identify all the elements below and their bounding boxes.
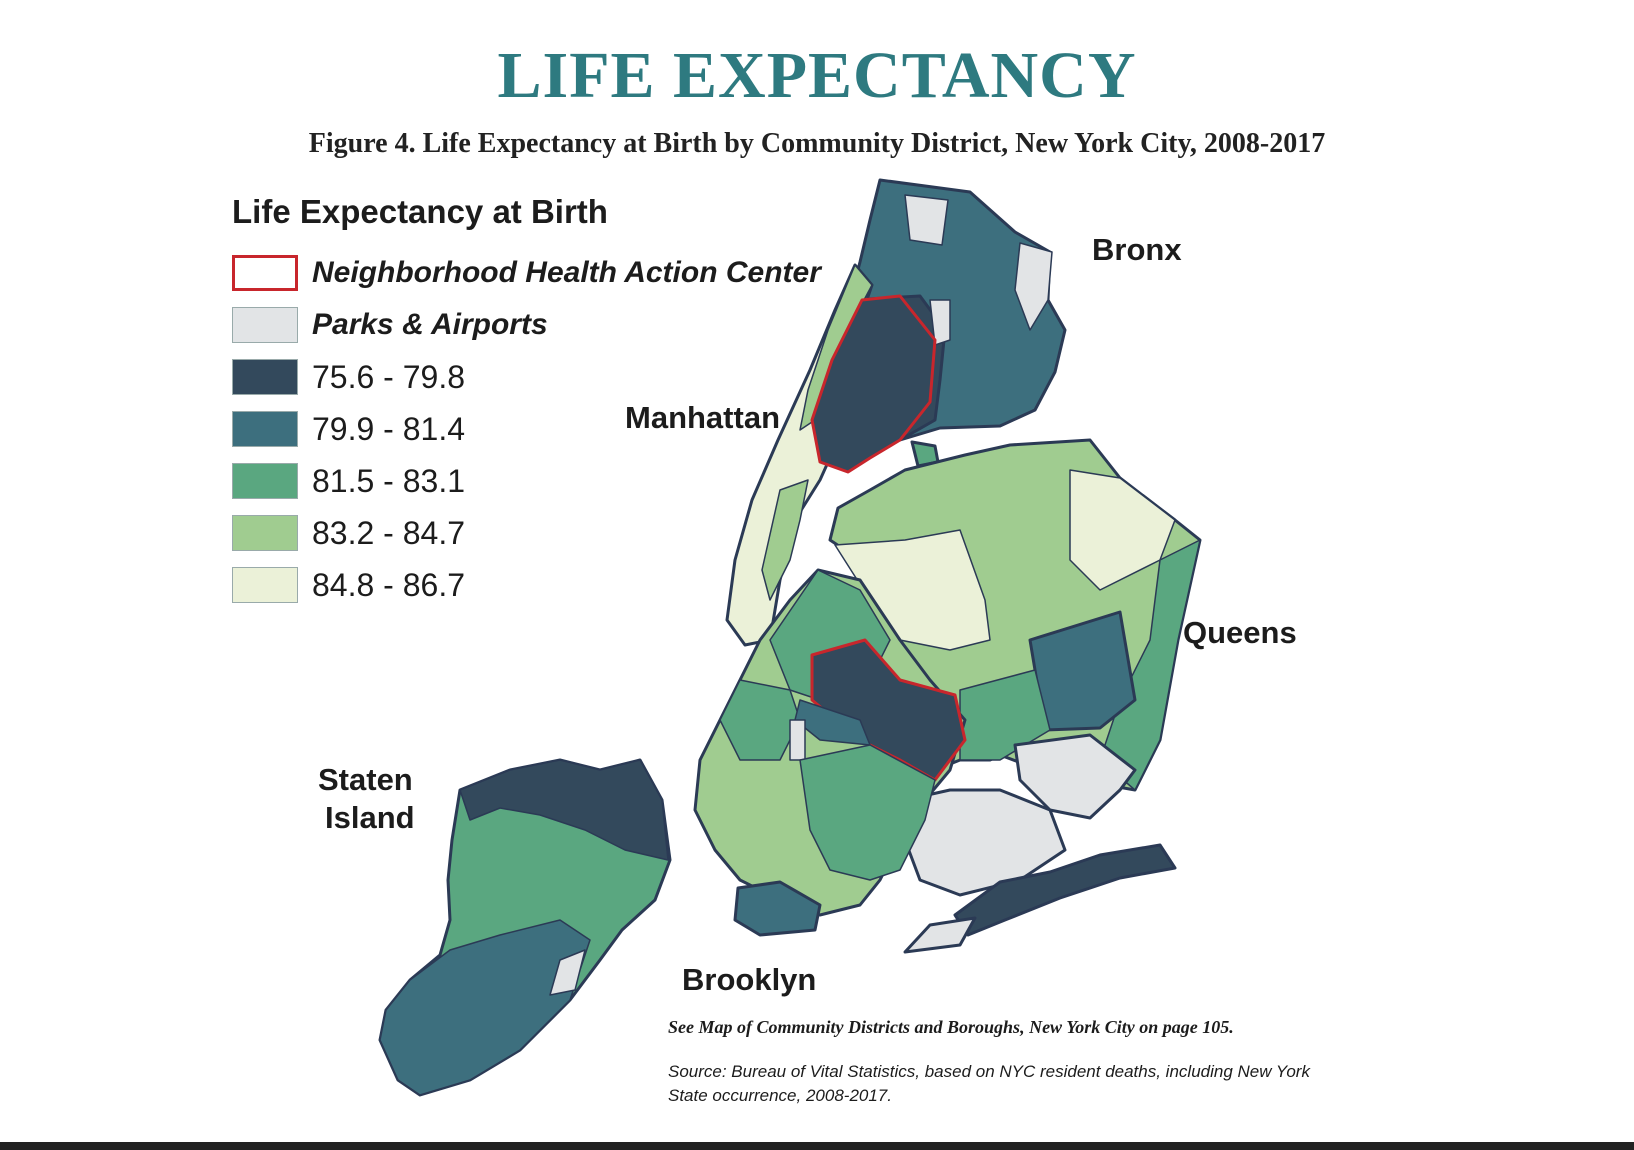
staten-island-north — [459, 759, 669, 861]
label-staten-island-line2: Island — [325, 800, 415, 835]
jfk-airport — [1013, 733, 1137, 820]
legend-item-class-2: 79.9 - 81.4 — [232, 403, 821, 455]
legend: Life Expectancy at Birth Neighborhood He… — [232, 193, 821, 611]
figure-caption: Figure 4. Life Expectancy at Birth by Co… — [308, 128, 1326, 159]
label-staten-island-line1: Staten — [318, 762, 413, 797]
legend-swatch-class-4 — [232, 515, 298, 551]
manhattan-mid-east — [761, 479, 809, 601]
legend-swatch-nhac — [232, 255, 298, 291]
staten-island-park — [549, 949, 586, 996]
page-title: LIFE EXPECTANCY — [497, 39, 1137, 112]
legend-swatch-class-3 — [232, 463, 298, 499]
bottom-edge — [0, 1142, 1634, 1150]
see-map-note: See Map of Community Districts and Borou… — [668, 1017, 1234, 1037]
legend-label: 84.8 - 86.7 — [312, 566, 465, 603]
brooklyn-park — [789, 719, 806, 761]
bronx-northwest-park — [904, 194, 949, 246]
legend-label: Parks & Airports — [312, 308, 548, 341]
brooklyn-coney-island — [733, 880, 822, 937]
legend-label: 75.6 - 79.8 — [312, 358, 465, 395]
bronx-mid-park — [929, 299, 951, 346]
source-note: Source: Bureau of Vital Statistics, base… — [668, 1062, 1310, 1105]
brooklyn-east-green — [799, 744, 936, 881]
label-queens: Queens — [1183, 615, 1297, 650]
legend-swatch-class-2 — [232, 411, 298, 447]
legend-label: 79.9 - 81.4 — [312, 410, 465, 447]
legend-swatch-parks — [232, 307, 298, 343]
staten-island-south — [379, 919, 591, 1096]
legend-item-nhac: Neighborhood Health Action Center — [232, 247, 821, 299]
rockaway-peninsula — [953, 843, 1177, 937]
legend-title: Life Expectancy at Birth — [232, 193, 608, 230]
manhattan-harlem-nhac — [810, 294, 937, 474]
brooklyn-west-green — [719, 679, 801, 761]
legend-item-parks: Parks & Airports — [232, 299, 821, 351]
legend-item-class-5: 84.8 - 86.7 — [232, 559, 821, 611]
legend-swatch-class-1 — [232, 359, 298, 395]
legend-swatch-class-5 — [232, 567, 298, 603]
legend-item-class-3: 81.5 - 83.1 — [232, 455, 821, 507]
legend-label: 83.2 - 84.7 — [312, 514, 465, 551]
bronx-east-park — [1014, 242, 1053, 331]
legend-item-class-4: 83.2 - 84.7 — [232, 507, 821, 559]
legend-label: Neighborhood Health Action Center — [312, 256, 821, 289]
label-brooklyn: Brooklyn — [682, 962, 816, 997]
label-manhattan: Manhattan — [625, 400, 780, 435]
jamaica-bay — [903, 788, 1067, 897]
rockaway-west — [903, 916, 977, 954]
legend-item-class-1: 75.6 - 79.8 — [232, 351, 821, 403]
queens-southeast-green — [1099, 539, 1201, 791]
label-bronx: Bronx — [1092, 232, 1182, 267]
legend-label: 81.5 - 83.1 — [312, 462, 465, 499]
brooklyn-mid-band — [794, 699, 871, 746]
